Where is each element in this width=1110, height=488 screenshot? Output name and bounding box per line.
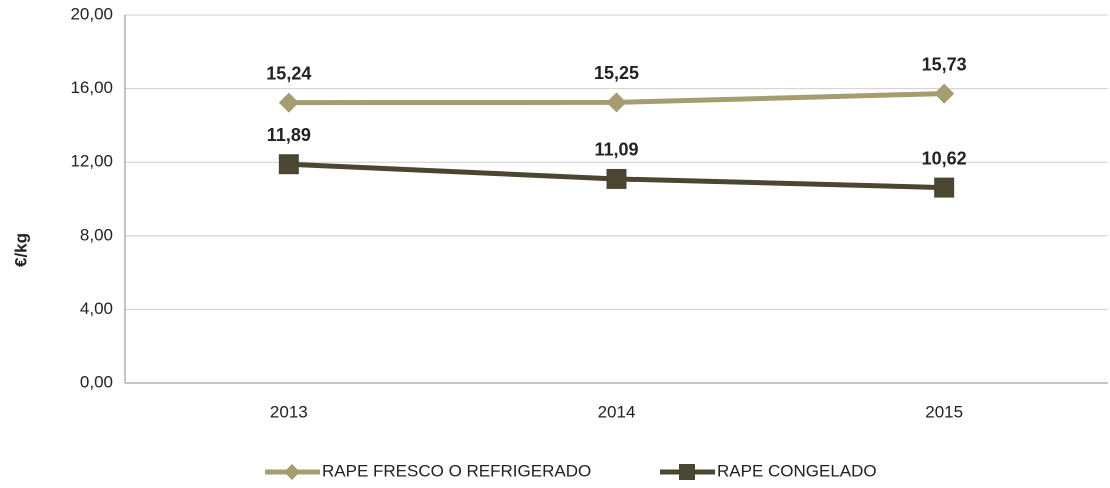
y-tick-label: 0,00 [80,372,113,391]
point [934,83,955,104]
y-tick-label: 8,00 [80,225,113,244]
point [278,154,299,175]
data-label: 10,62 [922,148,967,168]
data-label: 15,24 [266,63,311,83]
y-tick-label: 4,00 [80,299,113,318]
data-label: 11,89 [267,125,311,145]
y-tick-label: 16,00 [70,78,113,97]
legend-label: RAPE FRESCO O REFRIGERADO [322,461,591,480]
point [606,92,627,113]
y-tick-label: 12,00 [70,152,113,171]
y-tick-label: 20,00 [70,4,113,23]
y-axis-label: €/kg [11,233,30,267]
x-tick-label: 2013 [270,402,308,421]
point [606,168,627,189]
data-label: 15,25 [594,63,639,83]
point [278,92,299,113]
point [934,177,955,198]
data-label: 11,09 [594,140,638,160]
legend-label: RAPE CONGELADO [717,461,877,480]
x-tick-label: 2015 [925,402,963,421]
legend-marker [284,464,300,480]
data-label: 15,73 [922,54,967,74]
x-tick-label: 2014 [598,402,636,421]
legend-marker [679,464,695,480]
